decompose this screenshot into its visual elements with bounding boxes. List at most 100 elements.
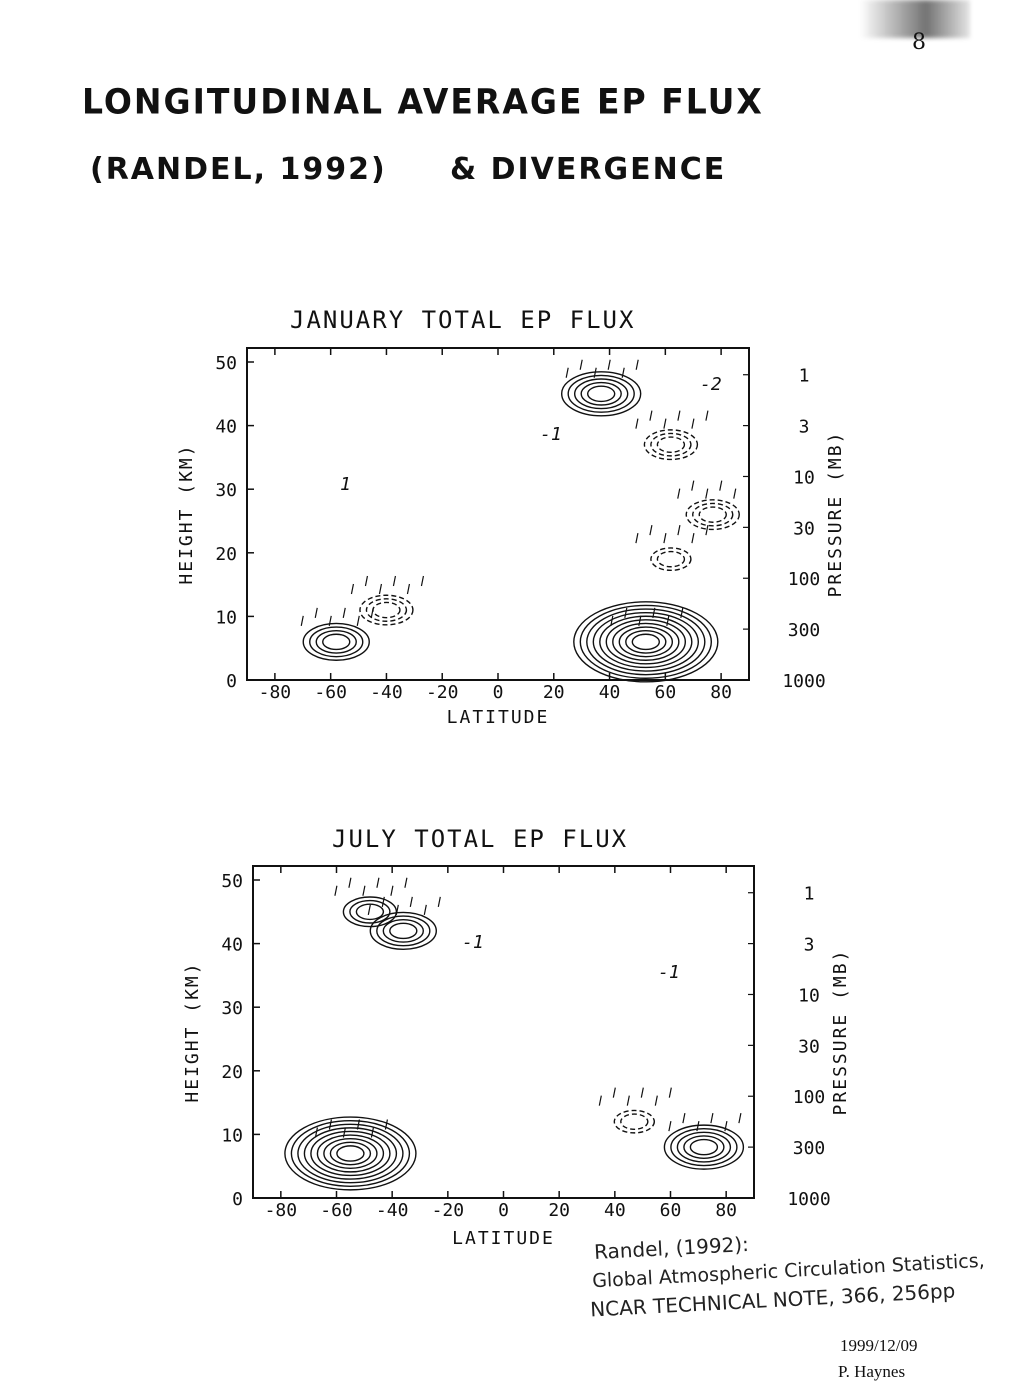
jan-contour-ring bbox=[580, 381, 622, 406]
jan-flux-arrow bbox=[719, 480, 723, 491]
jul-contour-ring bbox=[676, 1131, 732, 1163]
jan-flux-arrow bbox=[677, 410, 681, 421]
jan-contour-ring bbox=[359, 594, 414, 626]
jan-flux-arrow bbox=[364, 575, 369, 587]
jul-contour-ring bbox=[342, 896, 398, 928]
jan-pressure-tick-label: 300 bbox=[788, 620, 821, 641]
jan-flux-arrow bbox=[565, 367, 569, 378]
jan-flux-arrow bbox=[406, 583, 411, 595]
jan-flux-arrow bbox=[610, 615, 614, 626]
jul-y-tick-label: 40 bbox=[221, 935, 243, 956]
jan-y-tick-label: 20 bbox=[215, 544, 237, 565]
jan-y-tick-label: 10 bbox=[215, 607, 237, 628]
jan-flux-arrow bbox=[378, 583, 383, 595]
jan-contour-ring bbox=[685, 499, 740, 531]
jul-flux-arrow bbox=[668, 1121, 672, 1132]
page-title-line2-suffix: & DIVERGENCE bbox=[450, 152, 727, 187]
jan-contour-ring bbox=[643, 429, 699, 461]
jul-x-tick-label: -20 bbox=[432, 1200, 465, 1221]
jul-pressure-tick-label: 10 bbox=[798, 985, 820, 1006]
jan-x-tick-label: 80 bbox=[710, 682, 732, 703]
jan-x-tick-label: 60 bbox=[654, 682, 676, 703]
jan-contour-ring bbox=[698, 506, 727, 523]
jul-flux-arrow bbox=[334, 885, 338, 896]
jan-contour-ring bbox=[560, 371, 642, 417]
jul-pressure-tick-label: 1000 bbox=[787, 1189, 830, 1210]
jul-contour-ring bbox=[663, 1124, 745, 1170]
jul-flux-arrow bbox=[390, 885, 394, 896]
jul-contour-ring bbox=[349, 899, 391, 924]
jan-contour-annotation: -1 bbox=[540, 424, 562, 445]
jan-contour-ring bbox=[631, 633, 661, 651]
jan-flux-arrow bbox=[691, 533, 695, 544]
jul-flux-arrow bbox=[381, 896, 385, 907]
july-chart-title: JULY TOTAL EP FLUX bbox=[332, 825, 629, 853]
jul-y-axis-label: HEIGHT (KM) bbox=[182, 961, 203, 1102]
jan-flux-arrow bbox=[638, 615, 642, 626]
jul-contour-ring bbox=[290, 1119, 411, 1187]
jan-flux-arrow bbox=[663, 533, 667, 544]
jul-x-tick-label: 20 bbox=[548, 1200, 570, 1221]
jul-pressure-tick-label: 3 bbox=[804, 935, 815, 956]
jan-x-tick-label: 40 bbox=[599, 682, 621, 703]
jan-flux-arrow bbox=[705, 525, 709, 536]
jul-contour-ring bbox=[613, 1109, 656, 1134]
jul-flux-arrow bbox=[404, 877, 408, 888]
jul-y-tick-label: 0 bbox=[232, 1189, 243, 1210]
jan-x-tick-label: -20 bbox=[426, 682, 459, 703]
jul-contour-ring bbox=[389, 922, 418, 940]
jul-pressure-tick-label: 100 bbox=[793, 1087, 826, 1108]
jan-flux-arrow bbox=[635, 418, 639, 429]
jan-flux-arrow bbox=[705, 410, 709, 421]
jul-flux-arrow bbox=[626, 1095, 630, 1106]
jul-flux-arrow bbox=[342, 1127, 347, 1138]
jan-contour-annotation: 1 bbox=[340, 474, 351, 495]
jul-x-tick-label: 60 bbox=[660, 1200, 682, 1221]
jul-contour-ring bbox=[369, 911, 437, 950]
jan-flux-arrow bbox=[691, 418, 695, 429]
jul-x-tick-label: -40 bbox=[376, 1200, 409, 1221]
jan-pressure-tick-label: 1 bbox=[799, 366, 810, 387]
jul-x-axis-label: LATITUDE bbox=[452, 1228, 555, 1249]
jan-pressure-tick-label: 1000 bbox=[782, 671, 825, 692]
jan-pressure-tick-label: 10 bbox=[793, 467, 815, 488]
jul-contour-ring bbox=[329, 1141, 372, 1166]
jan-flux-arrow bbox=[342, 607, 346, 618]
jul-x-tick-label: -60 bbox=[320, 1200, 353, 1221]
jan-flux-arrow bbox=[621, 367, 625, 378]
jul-flux-arrow bbox=[710, 1113, 714, 1124]
jan-flux-arrow bbox=[652, 607, 656, 618]
jan-y-tick-label: 40 bbox=[215, 417, 237, 438]
jul-contour-ring bbox=[683, 1135, 725, 1160]
jan-contour-ring bbox=[309, 626, 364, 658]
jul-y-tick-label: 50 bbox=[221, 871, 243, 892]
jan-x-tick-label: 0 bbox=[493, 682, 504, 703]
jul-flux-arrow bbox=[370, 1127, 375, 1138]
jul-flux-arrow bbox=[367, 904, 371, 915]
jan-contour-ring bbox=[592, 611, 700, 672]
jul-contour-ring bbox=[689, 1138, 719, 1156]
jan-plot-frame bbox=[246, 347, 750, 681]
jan-contour-ring bbox=[586, 608, 706, 676]
jul-contour-ring bbox=[670, 1128, 738, 1167]
jul-y-tick-label: 30 bbox=[221, 998, 243, 1019]
jul-flux-arrow bbox=[437, 896, 441, 907]
jul-flux-arrow bbox=[682, 1113, 686, 1124]
jul-flux-arrow bbox=[724, 1121, 728, 1132]
jan-flux-arrow bbox=[635, 359, 639, 370]
jul-x-tick-label: 0 bbox=[498, 1200, 509, 1221]
jan-flux-arrow bbox=[300, 615, 304, 626]
jan-flux-arrow bbox=[649, 525, 653, 536]
jul-flux-arrow bbox=[362, 885, 366, 896]
jul-contour-annotation: -1 bbox=[658, 962, 680, 983]
jul-flux-arrow bbox=[668, 1087, 672, 1098]
jan-pressure-tick-label: 3 bbox=[799, 417, 810, 438]
jul-flux-arrow bbox=[598, 1095, 602, 1106]
scan-smudge bbox=[860, 0, 970, 38]
jan-flux-arrow bbox=[350, 583, 355, 595]
jan-flux-arrow bbox=[579, 359, 583, 370]
jan-flux-arrow bbox=[392, 575, 397, 587]
jul-flux-arrow bbox=[356, 1119, 361, 1130]
jan-x-axis-label: LATITUDE bbox=[447, 707, 550, 728]
